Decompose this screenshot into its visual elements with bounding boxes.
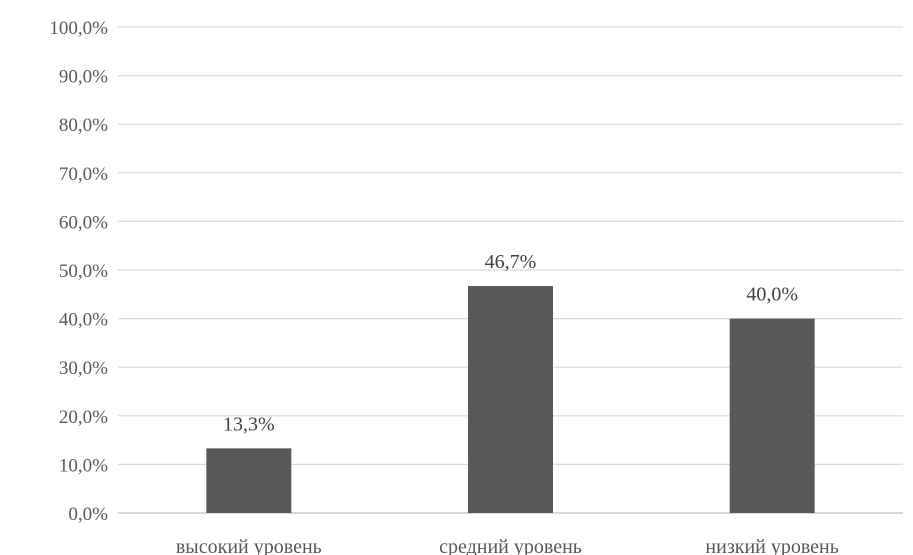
bar <box>206 448 292 513</box>
y-axis-tick-labels: 0,0% 10,0% 20,0% 30,0% 40,0% 50,0% 60,0% 70,0% 8… <box>49 18 108 525</box>
y-tick-label: 90,0% <box>59 67 108 88</box>
y-tick-label: 40,0% <box>59 310 108 331</box>
y-tick-label: 30,0% <box>59 358 108 379</box>
y-tick-label: 50,0% <box>59 261 108 282</box>
y-tick-label: 70,0% <box>59 164 108 185</box>
category-label: средний уровень <box>439 536 582 555</box>
y-tick-label: 60,0% <box>59 212 108 233</box>
x-axis-category-labels: высокий уровень средний уровень низкий уро… <box>176 536 839 555</box>
data-labels: 13,3% 46,7% 40,0% <box>223 251 798 435</box>
category-label: низкий уровень <box>705 536 838 555</box>
bar <box>468 286 553 513</box>
category-label: высокий уровень <box>176 536 322 555</box>
data-label: 40,0% <box>746 284 798 306</box>
data-label: 13,3% <box>223 413 275 435</box>
y-tick-label: 0,0% <box>68 504 108 525</box>
y-tick-label: 10,0% <box>59 455 108 476</box>
data-label: 46,7% <box>485 251 537 273</box>
y-tick-label: 80,0% <box>59 115 108 136</box>
bar <box>729 318 815 513</box>
y-tick-label: 20,0% <box>59 407 108 428</box>
bars <box>206 286 815 513</box>
y-tick-label: 100,0% <box>49 18 108 39</box>
